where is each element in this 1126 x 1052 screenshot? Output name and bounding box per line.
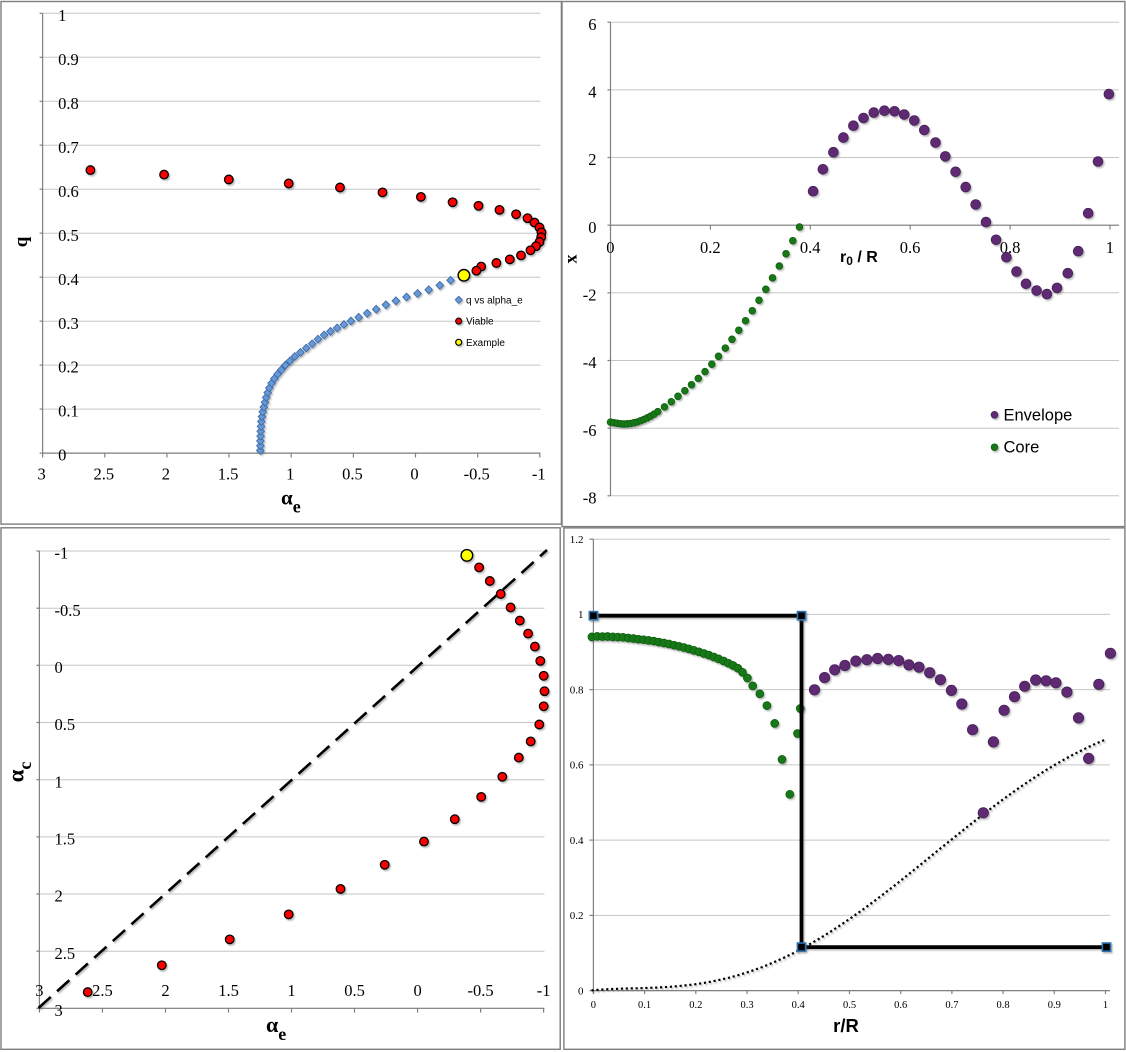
svg-text:0.5: 0.5	[843, 1000, 856, 1011]
svg-text:0.6: 0.6	[900, 238, 921, 257]
svg-text:3: 3	[37, 465, 45, 484]
svg-text:-6: -6	[583, 421, 597, 440]
svg-text:1: 1	[1103, 1000, 1108, 1011]
svg-text:q vs alpha_e: q vs alpha_e	[466, 295, 523, 306]
svg-text:0.4: 0.4	[58, 270, 79, 289]
svg-text:0.4: 0.4	[792, 1000, 806, 1011]
svg-text:0.3: 0.3	[58, 314, 79, 333]
svg-text:0.8: 0.8	[997, 1000, 1010, 1011]
svg-text:0.7: 0.7	[58, 138, 79, 157]
svg-text:3: 3	[55, 1001, 63, 1020]
svg-text:0.4: 0.4	[570, 835, 584, 847]
svg-text:0.2: 0.2	[700, 238, 721, 257]
svg-text:0: 0	[578, 985, 584, 997]
svg-text:-8: -8	[583, 488, 597, 507]
svg-text:3: 3	[35, 981, 43, 1000]
svg-text:2: 2	[55, 887, 63, 906]
svg-text:1: 1	[1106, 238, 1114, 257]
svg-text:2.5: 2.5	[55, 944, 76, 963]
svg-text:2: 2	[161, 981, 169, 1000]
svg-text:1: 1	[287, 981, 295, 1000]
svg-text:1: 1	[286, 465, 294, 484]
svg-text:1.2: 1.2	[570, 534, 584, 546]
svg-text:0: 0	[591, 1000, 596, 1011]
svg-text:0.1: 0.1	[638, 1000, 651, 1011]
svg-text:-4: -4	[583, 353, 597, 372]
svg-text:2: 2	[162, 465, 170, 484]
svg-text:0.6: 0.6	[894, 1000, 907, 1011]
svg-text:-1: -1	[537, 981, 551, 1000]
svg-text:0.5: 0.5	[342, 465, 363, 484]
svg-text:0.9: 0.9	[1048, 1000, 1061, 1011]
svg-text:0.5: 0.5	[344, 981, 365, 1000]
svg-text:0.5: 0.5	[55, 715, 76, 734]
svg-text:6: 6	[588, 15, 596, 34]
svg-text:0.2: 0.2	[689, 1000, 702, 1011]
svg-text:0: 0	[55, 658, 63, 677]
svg-text:Example: Example	[466, 338, 505, 349]
svg-text:Core: Core	[1004, 439, 1040, 457]
svg-text:x: x	[561, 255, 581, 264]
svg-text:r/R: r/R	[833, 1015, 859, 1036]
svg-text:1: 1	[55, 772, 63, 791]
svg-text:-2: -2	[583, 285, 597, 304]
svg-text:0.8: 0.8	[58, 94, 79, 113]
svg-text:0: 0	[410, 465, 418, 484]
svg-text:1: 1	[578, 609, 584, 621]
svg-text:Viable: Viable	[466, 317, 494, 328]
svg-text:0.1: 0.1	[58, 402, 79, 421]
svg-text:2: 2	[588, 150, 596, 169]
svg-text:r0 / R: r0 / R	[840, 249, 878, 268]
svg-text:-1: -1	[532, 465, 546, 484]
svg-text:1.5: 1.5	[55, 830, 76, 849]
svg-text:0.9: 0.9	[58, 50, 79, 69]
svg-text:0: 0	[588, 218, 596, 237]
svg-text:-1: -1	[55, 544, 69, 563]
svg-text:0.4: 0.4	[800, 238, 821, 257]
svg-text:0.2: 0.2	[570, 910, 584, 922]
svg-text:0.7: 0.7	[945, 1000, 958, 1011]
svg-text:0.2: 0.2	[58, 358, 79, 377]
svg-text:0.6: 0.6	[570, 760, 584, 772]
svg-text:0.8: 0.8	[570, 684, 584, 696]
svg-text:1.5: 1.5	[218, 981, 239, 1000]
svg-text:1.5: 1.5	[218, 465, 239, 484]
svg-text:Envelope: Envelope	[1004, 406, 1073, 424]
svg-text:-0.5: -0.5	[55, 601, 81, 620]
svg-text:-0.5: -0.5	[468, 981, 494, 1000]
svg-text:0: 0	[606, 238, 614, 257]
svg-text:0: 0	[413, 981, 421, 1000]
svg-text:1: 1	[58, 6, 66, 25]
svg-text:q: q	[11, 236, 32, 247]
svg-text:0.6: 0.6	[58, 182, 79, 201]
svg-text:0.5: 0.5	[58, 226, 79, 245]
svg-text:0: 0	[58, 446, 66, 465]
svg-text:2.5: 2.5	[93, 465, 114, 484]
svg-text:0.3: 0.3	[740, 1000, 753, 1011]
svg-text:2.5: 2.5	[92, 981, 113, 1000]
svg-text:4: 4	[588, 83, 596, 102]
svg-text:-0.5: -0.5	[464, 465, 490, 484]
